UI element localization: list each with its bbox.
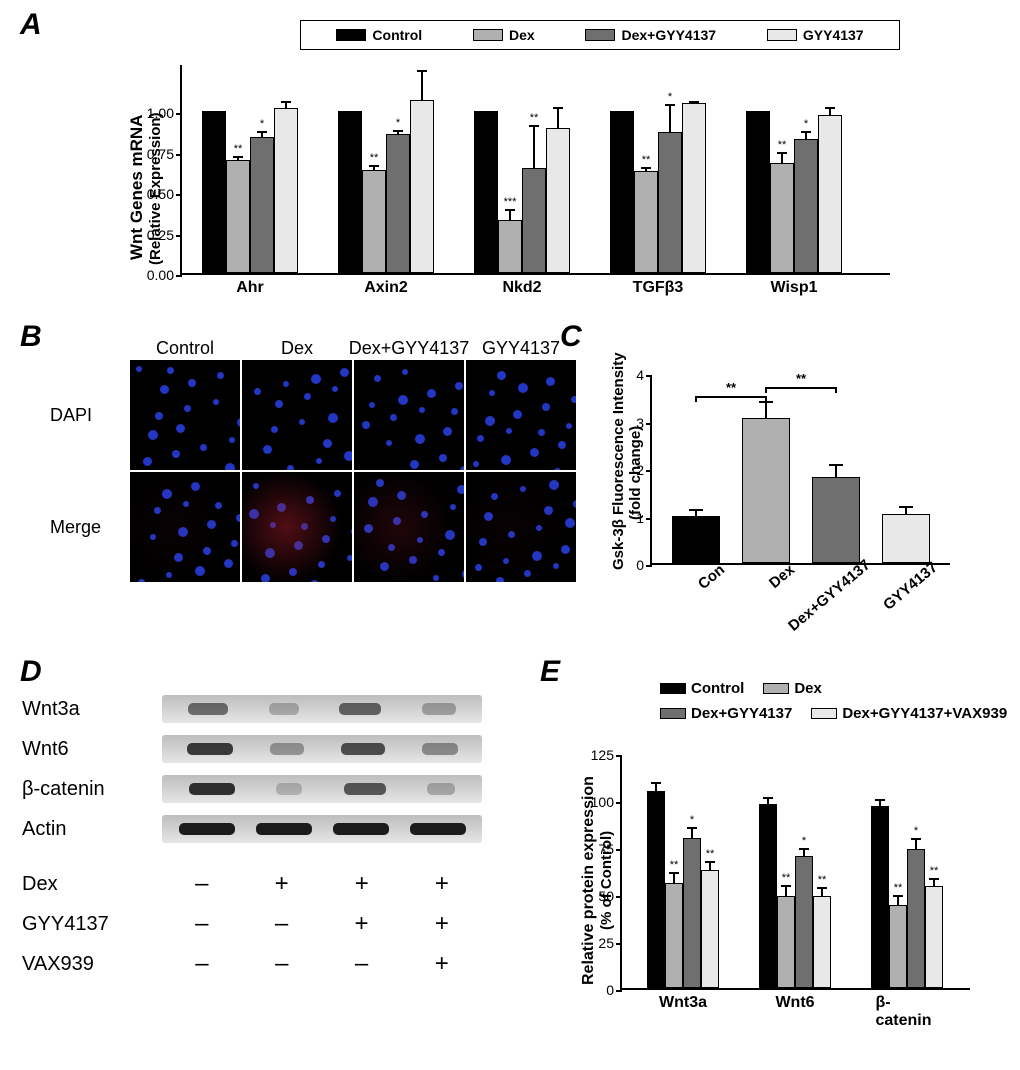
bar	[634, 171, 658, 273]
bar	[794, 139, 818, 273]
bar	[338, 111, 362, 273]
legend-item: Control	[336, 27, 422, 43]
legend-item: Dex	[473, 27, 535, 43]
legend-item: Dex	[763, 680, 822, 697]
x-category: Wisp1	[771, 279, 818, 297]
x-category: GYY4137	[880, 559, 941, 614]
panel-e-chart: ControlDexDex+GYY4137Dex+GYY4137+VAX939 …	[550, 680, 1000, 1060]
bar	[610, 111, 634, 273]
legend-item: Control	[660, 680, 744, 697]
bar	[362, 170, 386, 273]
legend-item: Dex+GYY4137	[585, 27, 716, 43]
bar	[742, 418, 790, 563]
bar	[683, 838, 701, 988]
x-category: Axin2	[364, 279, 408, 297]
panel-e-legend: Control Dex Dex+GYY4137 Dex+GYY4137+VAX939	[660, 680, 1020, 730]
bar	[672, 516, 720, 564]
blot-row	[162, 735, 482, 763]
bar	[889, 905, 907, 988]
condition-row: Dex–+++	[22, 870, 482, 898]
bar	[226, 160, 250, 273]
blot-protein-label: Actin	[22, 818, 66, 841]
bar	[812, 477, 860, 563]
panel-a-label: A	[20, 8, 42, 42]
bar	[202, 111, 226, 273]
bar	[795, 856, 813, 988]
bar	[925, 886, 943, 988]
bar	[882, 514, 930, 563]
microscopy-cell	[242, 360, 352, 470]
condition-row: GYY4137––++	[22, 910, 482, 938]
blot-row	[162, 775, 482, 803]
bar	[665, 883, 683, 988]
microscopy-cell	[354, 360, 464, 470]
microscopy-cell	[466, 360, 576, 470]
bar	[746, 111, 770, 273]
bar	[818, 115, 842, 273]
blot-protein-label: Wnt6	[22, 738, 69, 761]
bar	[410, 100, 434, 273]
bar	[759, 804, 777, 988]
x-category: Wnt6	[775, 994, 814, 1012]
bar	[813, 896, 831, 988]
panel-d-blot: Wnt3a Wnt6 β-catenin Actin Dex–+++ GYY4137––+…	[22, 670, 522, 1050]
bar	[770, 163, 794, 273]
microscopy-cell	[354, 472, 464, 582]
bar	[907, 849, 925, 988]
x-category: Ahr	[236, 279, 264, 297]
x-category: Wnt3a	[659, 994, 707, 1012]
legend-item: Dex+GYY4137+VAX939	[811, 705, 1007, 722]
bar	[274, 108, 298, 273]
blot-protein-label: Wnt3a	[22, 698, 80, 721]
panel-c-label: C	[560, 320, 582, 354]
panel-c-chart: Gsk-3β Fluorescence Intensity (fold chan…	[580, 350, 990, 660]
panel-a-legend: Control Dex Dex+GYY4137 GYY4137	[300, 20, 900, 50]
bar	[658, 132, 682, 273]
microscopy-row-label: DAPI	[50, 405, 92, 426]
blot-row	[162, 815, 482, 843]
x-category: β-catenin	[876, 994, 939, 1030]
bar	[474, 111, 498, 273]
bar	[386, 134, 410, 273]
microscopy-col-label: Dex	[281, 338, 313, 359]
microscopy-cell	[130, 360, 240, 470]
bar	[701, 870, 719, 988]
bar	[647, 791, 665, 988]
bar	[871, 806, 889, 988]
panel-b-microscopy: Control Dex Dex+GYY4137 GYY4137 DAPI Merge	[40, 330, 560, 630]
panel-b-label: B	[20, 320, 42, 354]
bar	[546, 128, 570, 273]
microscopy-cell	[130, 472, 240, 582]
legend-item: GYY4137	[767, 27, 864, 43]
blot-row	[162, 695, 482, 723]
microscopy-cell	[242, 472, 352, 582]
panel-c-ylabel1: Gsk-3β Fluorescence Intensity	[610, 352, 627, 570]
x-category: Con	[695, 561, 728, 593]
bar	[522, 168, 546, 273]
x-category: Nkd2	[502, 279, 541, 297]
bar	[682, 103, 706, 273]
bar	[498, 220, 522, 273]
microscopy-col-label: Dex+GYY4137	[349, 338, 470, 359]
condition-row: VAX939–––+	[22, 950, 482, 978]
x-category: Dex+GYY4137	[785, 556, 874, 634]
legend-item: Dex+GYY4137	[660, 705, 792, 722]
bar	[250, 137, 274, 273]
microscopy-row-label: Merge	[50, 517, 101, 538]
microscopy-cell	[466, 472, 576, 582]
microscopy-col-label: GYY4137	[482, 338, 560, 359]
x-category: TGFβ3	[633, 279, 684, 297]
x-category: Dex	[766, 561, 798, 592]
bar	[777, 896, 795, 988]
blot-protein-label: β-catenin	[22, 778, 105, 801]
panel-a-ylabel: Wnt Genes mRNA	[127, 115, 147, 260]
panel-a-chart: Control Dex Dex+GYY4137 GYY4137 Wnt Genes m…	[90, 20, 910, 310]
microscopy-col-label: Control	[156, 338, 214, 359]
